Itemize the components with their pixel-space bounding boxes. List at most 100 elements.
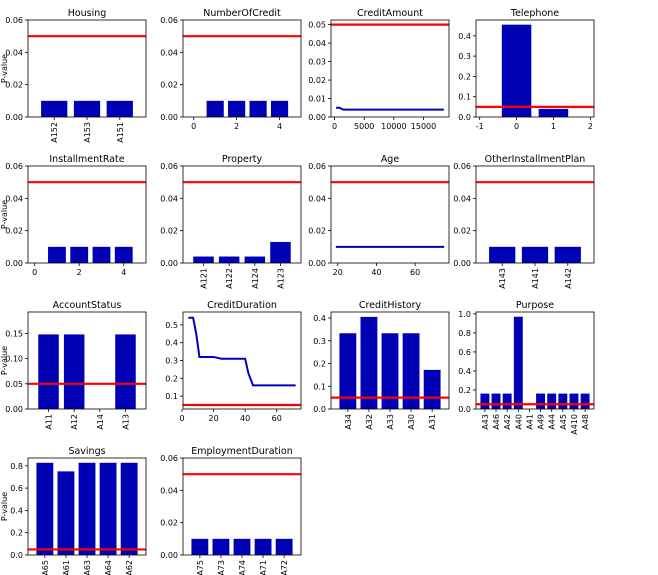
x-tick-label: A72 bbox=[280, 560, 289, 575]
bar bbox=[502, 393, 512, 409]
y-tick-label: 0.3 bbox=[165, 357, 178, 366]
x-tick-label: A71 bbox=[259, 560, 268, 575]
subplot-title: Property bbox=[222, 154, 263, 165]
x-tick-label: A14 bbox=[96, 414, 105, 430]
x-tick-label: 0 bbox=[514, 122, 519, 131]
bar bbox=[580, 393, 590, 409]
y-tick-label: 0.00 bbox=[160, 259, 178, 268]
y-tick-label: 0.02 bbox=[160, 81, 178, 90]
y-tick-label: 0.05 bbox=[308, 21, 326, 30]
x-tick-label: A42 bbox=[503, 414, 512, 430]
x-tick-label: A124 bbox=[251, 268, 260, 289]
bar bbox=[275, 538, 293, 555]
x-tick-label: 20 bbox=[209, 414, 219, 423]
y-tick-label: 0.00 bbox=[5, 405, 23, 414]
x-tick-label: A122 bbox=[225, 268, 234, 289]
subplot-title: Telephone bbox=[510, 8, 559, 19]
x-tick-label: A43 bbox=[481, 414, 490, 430]
pvalue-line bbox=[336, 106, 444, 111]
y-tick-label: 0.10 bbox=[5, 355, 23, 364]
y-tick-label: 0.02 bbox=[453, 227, 471, 236]
subplot-title: CreditHistory bbox=[359, 300, 422, 311]
y-tick-label: 0.00 bbox=[308, 259, 326, 268]
y-tick-label: 0.6 bbox=[458, 348, 471, 357]
plot-frame bbox=[475, 165, 595, 264]
bar bbox=[402, 333, 420, 409]
bar bbox=[538, 108, 569, 117]
y-tick-label: 0.00 bbox=[308, 113, 326, 122]
plot-frame bbox=[475, 19, 595, 118]
x-tick-label: A142 bbox=[564, 268, 573, 289]
x-tick-label: 0 bbox=[180, 414, 185, 423]
y-tick-label: 0.1 bbox=[313, 382, 326, 391]
x-tick-label: 20 bbox=[333, 268, 343, 277]
x-tick-label: A123 bbox=[276, 268, 285, 289]
y-tick-label: 0.2 bbox=[165, 374, 178, 383]
y-tick-label: 0.05 bbox=[5, 380, 23, 389]
subplot-savings: Savings P-value 0.0 0.2 0.4 0.6 0.8 A65 A61 A63 A6… bbox=[0, 446, 147, 575]
y-tick-label: 0.3 bbox=[313, 337, 326, 346]
x-tick-label: A11 bbox=[45, 414, 54, 430]
bar bbox=[38, 334, 59, 409]
x-tick-label: 60 bbox=[410, 268, 420, 277]
bar bbox=[193, 256, 214, 263]
y-tick-label: 0.2 bbox=[313, 360, 326, 369]
bar bbox=[521, 246, 549, 263]
subplot-accountstatus: AccountStatus P-value 0.00 0.05 0.10 0.15 A11 A… bbox=[0, 300, 147, 430]
plot-frame bbox=[182, 311, 302, 410]
bar bbox=[120, 462, 138, 555]
subplot-credithistory: CreditHistory 0.0 0.1 0.2 0.3 0.4 A34 A32 A33 A30… bbox=[313, 300, 450, 430]
bar bbox=[191, 538, 209, 555]
y-tick-label: 0.06 bbox=[160, 16, 178, 25]
y-tick-label: 0.04 bbox=[453, 194, 471, 203]
y-tick-label: 0.2 bbox=[10, 529, 23, 538]
y-tick-label: 0.04 bbox=[160, 194, 178, 203]
subplot-telephone: Telephone 0.0 0.1 0.2 0.3 0.4 -1 0 1 2 bbox=[458, 8, 595, 131]
x-tick-label: A64 bbox=[104, 560, 113, 575]
subplot-housing: Housing P-value 0.00 0.02 0.04 0.06 A152 A153 A1… bbox=[0, 8, 147, 143]
x-tick-label: 10000 bbox=[381, 122, 406, 131]
plot-frame bbox=[27, 311, 147, 410]
y-tick-label: 0.02 bbox=[308, 227, 326, 236]
bar bbox=[249, 100, 267, 117]
x-tick-label: A33 bbox=[386, 414, 395, 430]
y-tick-label: 0.2 bbox=[458, 386, 471, 395]
bar bbox=[244, 256, 266, 263]
y-tick-label: 0.8 bbox=[458, 329, 471, 338]
bar bbox=[63, 334, 85, 409]
x-tick-label: 5000 bbox=[354, 122, 374, 131]
bar bbox=[270, 100, 289, 117]
y-axis-label: P-value bbox=[0, 54, 9, 83]
x-tick-label: A153 bbox=[83, 122, 92, 143]
y-tick-label: 0.15 bbox=[5, 329, 23, 338]
bar bbox=[36, 462, 54, 555]
plot-frame bbox=[330, 19, 450, 118]
y-axis-label: P-value bbox=[0, 492, 9, 521]
y-tick-label: 0.2 bbox=[458, 72, 471, 81]
plot-frame bbox=[27, 457, 147, 556]
x-tick-label: A30 bbox=[407, 414, 416, 430]
y-tick-label: 0.00 bbox=[160, 551, 178, 560]
x-tick-label: A143 bbox=[498, 268, 507, 289]
bar bbox=[489, 246, 516, 263]
x-tick-label: 40 bbox=[240, 414, 250, 423]
bar bbox=[270, 241, 291, 263]
bar bbox=[99, 462, 117, 555]
y-tick-label: 0.4 bbox=[458, 367, 471, 376]
y-axis-label: P-value bbox=[0, 200, 9, 229]
subplot-employmentduration: EmploymentDuration 0.00 0.02 0.04 0.06 A75 A73… bbox=[160, 446, 302, 575]
bar bbox=[491, 393, 501, 409]
x-tick-label: A45 bbox=[559, 414, 568, 430]
x-tick-label: A75 bbox=[196, 560, 205, 575]
plot-frame bbox=[182, 457, 302, 556]
x-tick-label: 40 bbox=[371, 268, 381, 277]
subplot-title: OtherInstallmentPlan bbox=[485, 154, 586, 165]
x-tick-label: A61 bbox=[62, 560, 71, 575]
y-tick-label: 0.06 bbox=[5, 16, 23, 25]
y-tick-label: 0.06 bbox=[5, 162, 23, 171]
bar bbox=[554, 246, 581, 263]
y-tick-label: 0.02 bbox=[5, 81, 23, 90]
y-tick-label: 0.04 bbox=[5, 48, 23, 57]
bar bbox=[569, 393, 579, 409]
y-tick-label: 0.04 bbox=[308, 194, 326, 203]
